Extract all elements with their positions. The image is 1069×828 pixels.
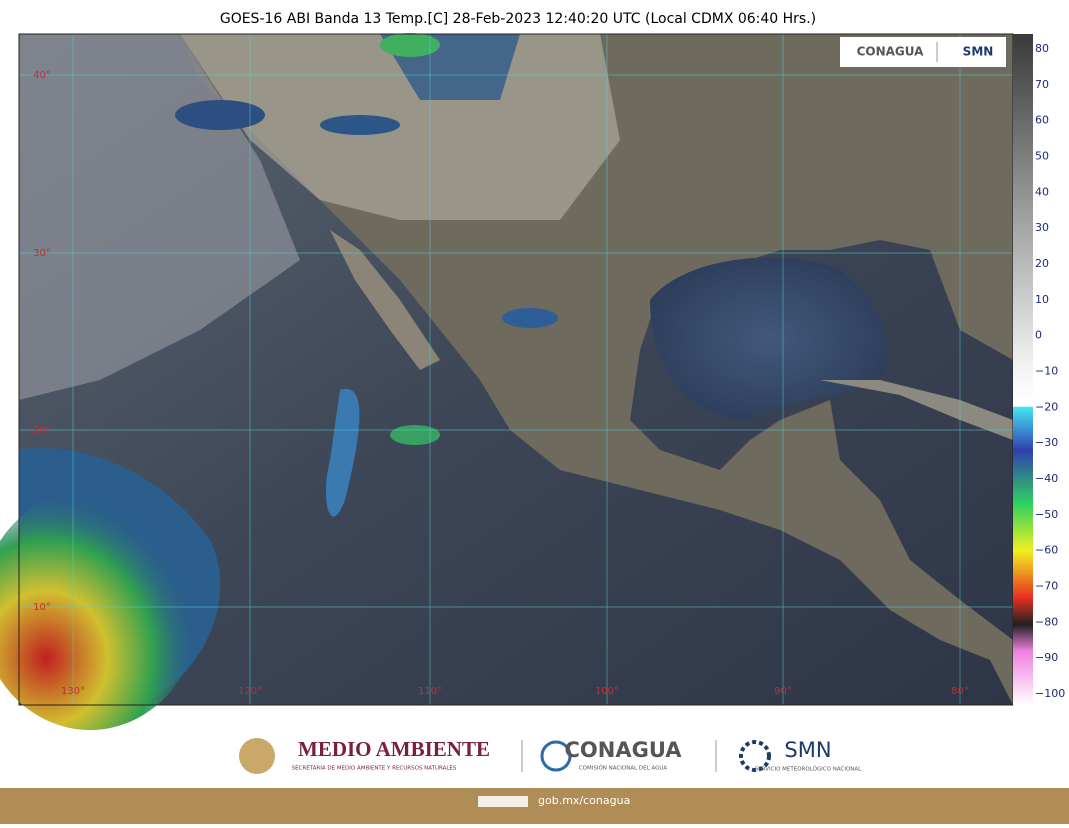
colorbar-label: −70	[1035, 580, 1058, 593]
lon-label: 130°	[61, 686, 85, 697]
title: GOES-16 ABI Banda 13 Temp.[C] 28-Feb-202…	[220, 11, 816, 27]
colorbar-label: −40	[1035, 472, 1058, 485]
lon-label: 110°	[418, 686, 442, 697]
colorbar-label: 80	[1035, 42, 1049, 55]
smn-subtitle: SERVICIO METEOROLÓGICO NACIONAL	[755, 766, 862, 773]
lat-label: 10°	[33, 602, 51, 613]
colorbar	[1013, 34, 1033, 705]
colorbar-label: −90	[1035, 651, 1058, 664]
colorbar-label: 60	[1035, 114, 1049, 127]
colorbar-label: 70	[1035, 78, 1049, 91]
colorbar-label: −10	[1035, 365, 1058, 378]
map-logo: CONAGUA SMN	[840, 37, 1006, 67]
colorbar-label: 0	[1035, 329, 1042, 342]
smn-title: SMN	[784, 738, 831, 762]
footer: MEDIO AMBIENTE SECRETARÍA DE MEDIO AMBIE…	[0, 737, 1069, 824]
logo-smn: SMN	[963, 45, 994, 59]
logo-conagua: CONAGUA	[857, 45, 925, 59]
colorbar-label: −30	[1035, 436, 1058, 449]
colorbar-label: 10	[1035, 293, 1049, 306]
footer-url[interactable]: gob.mx/conagua	[538, 794, 630, 807]
semarnat-subtitle: SECRETARÍA DE MEDIO AMBIENTE Y RECURSOS …	[292, 765, 457, 772]
colorbar-label: 50	[1035, 150, 1049, 163]
colorbar-label: 40	[1035, 185, 1049, 198]
colorbar-label: −20	[1035, 400, 1058, 413]
lon-label: 80°	[951, 686, 969, 697]
lat-label: 20°	[33, 425, 51, 436]
colorbar-label: 20	[1035, 257, 1049, 270]
lat-label: 30°	[33, 248, 51, 259]
conagua-title: CONAGUA	[565, 738, 683, 762]
colorbar-label: 30	[1035, 221, 1049, 234]
conagua-subtitle: COMISIÓN NACIONAL DEL AGUA	[579, 765, 668, 772]
colorbar-label: −80	[1035, 615, 1058, 628]
semarnat-title: MEDIO AMBIENTE	[298, 737, 490, 761]
colorbar-label: −100	[1035, 687, 1065, 700]
lon-label: 90°	[774, 686, 792, 697]
colorbar-label: −50	[1035, 508, 1058, 521]
lon-label: 120°	[238, 686, 262, 697]
lon-label: 100°	[595, 686, 619, 697]
satellite-map	[0, 33, 1014, 730]
colorbar-label: −60	[1035, 544, 1058, 557]
lat-label: 40°	[33, 70, 51, 81]
